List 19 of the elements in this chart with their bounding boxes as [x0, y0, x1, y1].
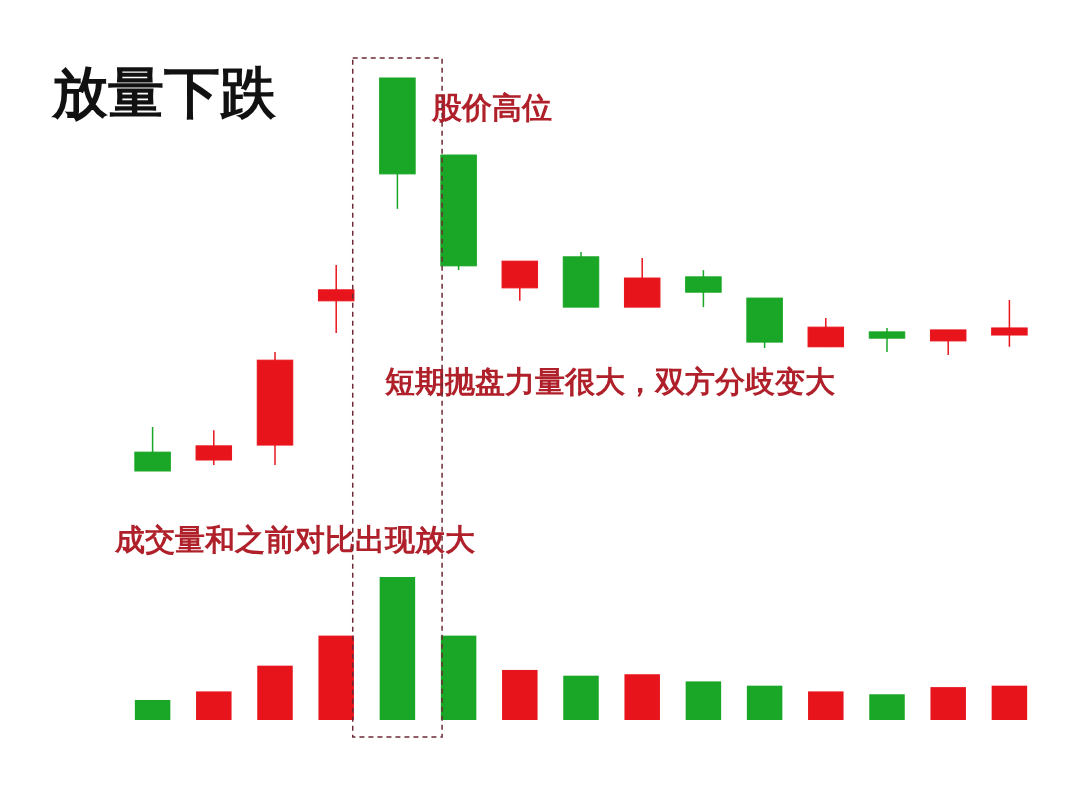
bar — [440, 635, 477, 720]
bar — [869, 694, 905, 720]
bar — [318, 635, 354, 720]
text: 成交量和之前对比出现放大 — [114, 522, 476, 557]
bar — [257, 665, 293, 720]
bar — [930, 687, 966, 720]
bar — [685, 681, 722, 720]
bar — [808, 691, 844, 720]
bar — [624, 674, 660, 720]
bar — [196, 691, 232, 720]
annotation: 股价高位 — [431, 90, 552, 125]
bar — [563, 675, 599, 720]
bar — [134, 699, 171, 720]
bar — [991, 685, 1028, 720]
bar — [379, 577, 416, 720]
bar — [502, 669, 538, 720]
bar — [746, 685, 783, 720]
chart-title: 放量下跌 — [51, 60, 277, 125]
annotation: 短期抛盘力量很大，双方分歧变大 — [384, 364, 836, 399]
